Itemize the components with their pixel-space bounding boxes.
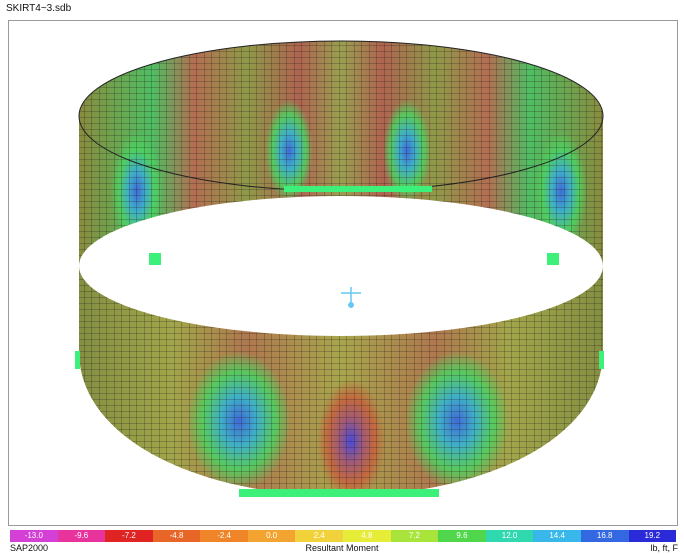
legend-swatch: -13.0	[10, 530, 58, 542]
legend-swatch: 12.0	[485, 530, 534, 542]
app-name: SAP2000	[10, 543, 49, 553]
legend-tick-label: -4.8	[169, 531, 184, 540]
legend-swatch: -2.4	[200, 530, 248, 542]
model-viewport[interactable]	[8, 20, 678, 526]
legend-tick-label: 7.2	[408, 531, 420, 540]
status-bar: SAP2000 Resultant Moment lb, ft, F	[0, 543, 684, 554]
legend-tick-label: 9.6	[456, 531, 468, 540]
restraint-group-left	[149, 253, 161, 265]
restraint-group-right	[547, 253, 559, 265]
contour-legend: -13.0 -9.6 -7.2 -4.8 -2.4 0.0 2.4 4.8 7.2 9.6 12.0…	[10, 530, 677, 542]
restraint-group-side-right	[599, 351, 604, 369]
legend-tick-label: 0.0	[266, 531, 278, 540]
restraint-group-back	[284, 186, 432, 192]
legend-swatch: 9.6	[438, 530, 486, 542]
restraint-group-front	[239, 489, 439, 497]
legend-swatch: 7.2	[390, 530, 439, 542]
units-selector[interactable]: lb, ft, F	[650, 543, 678, 553]
legend-swatch: -4.8	[152, 530, 201, 542]
legend-tick-label: -9.6	[74, 531, 89, 540]
legend-tick-label: 12.0	[501, 531, 518, 540]
legend-tick-label: 2.4	[313, 531, 325, 540]
legend-tick-label: 4.8	[361, 531, 373, 540]
legend-tick-label: 14.4	[549, 531, 565, 540]
global-axis-icon	[341, 287, 361, 308]
legend-swatch: -9.6	[57, 530, 106, 542]
legend-tick-label: 19.2	[644, 531, 661, 540]
outer-wall-surface	[79, 266, 603, 496]
legend-swatch: 0.0	[247, 530, 296, 542]
legend-tick-label: -7.2	[122, 531, 136, 540]
legend-swatch: 4.8	[343, 530, 391, 542]
window-title: SKIRT4~3.sdb	[6, 3, 72, 14]
legend-swatch: 19.2	[628, 530, 677, 542]
legend-swatch: 2.4	[295, 530, 344, 542]
legend-tick-label: -2.4	[217, 531, 231, 540]
legend-swatch: 14.4	[533, 530, 581, 542]
restraint-group-side-left	[75, 351, 80, 369]
skirt-opening	[135, 209, 547, 329]
legend-tick-label: -13.0	[24, 531, 43, 540]
legend-tick-label: 16.8	[596, 531, 613, 540]
legend-swatch: -7.2	[105, 530, 153, 542]
skirt-contour-plot	[75, 40, 604, 497]
legend-swatch: 16.8	[580, 530, 629, 542]
support-restraints	[75, 186, 604, 497]
display-type: Resultant Moment	[305, 543, 379, 553]
